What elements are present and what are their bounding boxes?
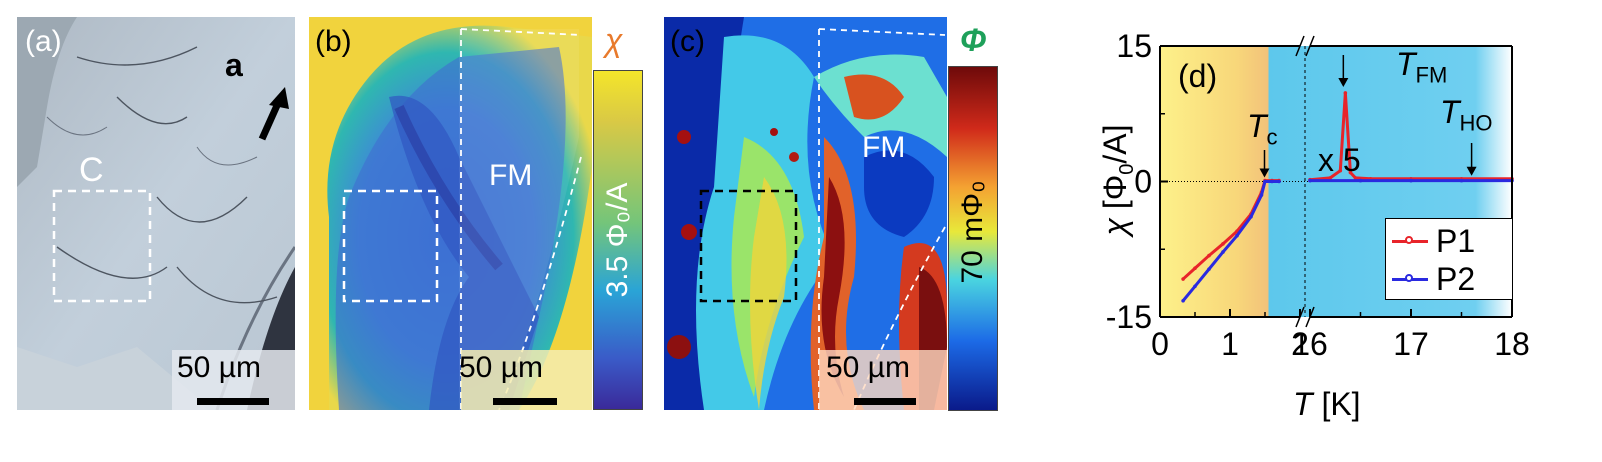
legend-item-p2: P2 [1392, 261, 1475, 297]
legend-marker [1405, 235, 1413, 244]
x-tick-label: 2 [1291, 326, 1309, 362]
scale-bar-label: 50 µm [459, 351, 543, 384]
colorbar-chi-label: 3.5 Φ₀/A [601, 182, 634, 298]
axis-break-mark [1305, 306, 1315, 328]
data-point-p2 [1221, 250, 1225, 254]
flux-map [664, 17, 947, 410]
legend-marker [1405, 273, 1413, 282]
y-tick-label: 15 [1116, 28, 1152, 64]
axis-break-mark [1305, 35, 1315, 57]
region-box [699, 189, 798, 303]
legend: P1 P2 [1385, 218, 1513, 300]
data-point-p2 [1193, 284, 1197, 289]
x-tick-label: 0 [1151, 326, 1169, 362]
data-point-p2 [1277, 179, 1281, 184]
legend-label: P1 [1436, 222, 1476, 259]
phi-symbol: Φ [960, 22, 987, 58]
susceptibility-map [309, 17, 592, 410]
data-point-p1 [1193, 266, 1197, 271]
data-point-p2 [1263, 179, 1267, 184]
data-point-p1 [1277, 178, 1281, 183]
data-point-p2 [1235, 233, 1239, 238]
scale-bar-label: 50 µm [177, 351, 261, 384]
axis-break-mark [1295, 35, 1305, 57]
optical-image [17, 17, 295, 410]
data-point-p1 [1207, 253, 1211, 258]
data-point-p2 [1207, 267, 1211, 271]
data-point-p1 [1409, 176, 1413, 181]
region-box-c [52, 189, 152, 303]
x-tick-label: 16 [1292, 326, 1328, 362]
panel-c: (c) FM 50 µm [664, 17, 947, 410]
data-point-p1 [1235, 229, 1239, 233]
panel-c-label: (c) [670, 25, 705, 58]
chi-symbol: χ [605, 22, 623, 58]
panel-b-label: (b) [315, 25, 352, 58]
panel-b: (b) FM 50 µm [309, 17, 592, 410]
ylabel: χ [Φ0/A] [1096, 124, 1139, 236]
xlabel: T [K] [1293, 386, 1361, 422]
x-tick-label: 1 [1221, 326, 1239, 362]
data-point-p2 [1459, 178, 1464, 183]
scale-bar-label: 50 µm [826, 351, 910, 384]
data-point-p1 [1510, 176, 1514, 181]
data-point-p1 [1459, 176, 1464, 181]
series-line-p2-0 [1181, 180, 1279, 302]
data-point-p2 [1409, 178, 1413, 183]
series-line-p1-0 [1182, 179, 1279, 281]
legend-swatch [1392, 273, 1428, 282]
region-box [342, 189, 439, 303]
arrow-tho-head [1466, 166, 1477, 176]
data-point-p1 [1181, 277, 1185, 281]
legend-label: P2 [1436, 260, 1476, 297]
arrow-tfm-head [1338, 77, 1349, 87]
legend-swatch [1392, 235, 1428, 244]
axis-letter-a: a [225, 47, 243, 83]
annotation-tfm: TFM [1396, 46, 1448, 88]
colorbar-chi [593, 70, 643, 410]
scale-bar [197, 398, 269, 405]
data-point-p1 [1249, 212, 1253, 216]
data-point-p2 [1181, 298, 1185, 303]
axis-break-mark [1295, 306, 1305, 328]
data-point-p2 [1259, 193, 1264, 197]
data-point-p1 [1221, 242, 1225, 246]
annotation-x5: x 5 [1318, 142, 1361, 178]
arrow-tc-head [1259, 168, 1270, 178]
data-point-p1 [1263, 178, 1267, 183]
data-point-p2 [1308, 178, 1312, 183]
panel-d-label: (d) [1178, 58, 1218, 94]
y-tick-label: -15 [1106, 299, 1152, 335]
annotation-tho: THO [1440, 94, 1493, 136]
panel-a: (a) a C 50 µm [17, 17, 295, 410]
annotation-tc: Tc [1247, 108, 1278, 150]
legend-item-p1: P1 [1392, 223, 1475, 259]
data-point-p2 [1270, 179, 1274, 184]
data-point-p1 [1343, 91, 1348, 95]
panel-a-label: (a) [25, 25, 62, 58]
data-point-p1 [1308, 177, 1312, 182]
data-point-p2 [1249, 214, 1253, 219]
x-tick-label: 18 [1494, 326, 1530, 362]
colorbar-phi-label: 70 mΦ₀ [956, 180, 989, 284]
colorbar-phi [948, 66, 998, 411]
data-point-p2 [1358, 178, 1363, 183]
region-label-fm: FM [489, 159, 533, 192]
region-label-c: C [79, 151, 104, 189]
data-point-p1 [1368, 176, 1373, 181]
scale-bar [854, 398, 916, 405]
data-point-p1 [1259, 190, 1264, 195]
x-tick-label: 17 [1393, 326, 1429, 362]
data-point-p1 [1270, 178, 1274, 183]
region-label-fm: FM [862, 131, 906, 164]
arrow-a-icon [258, 99, 283, 141]
data-point-p2 [1510, 178, 1514, 183]
scale-bar [493, 398, 557, 405]
